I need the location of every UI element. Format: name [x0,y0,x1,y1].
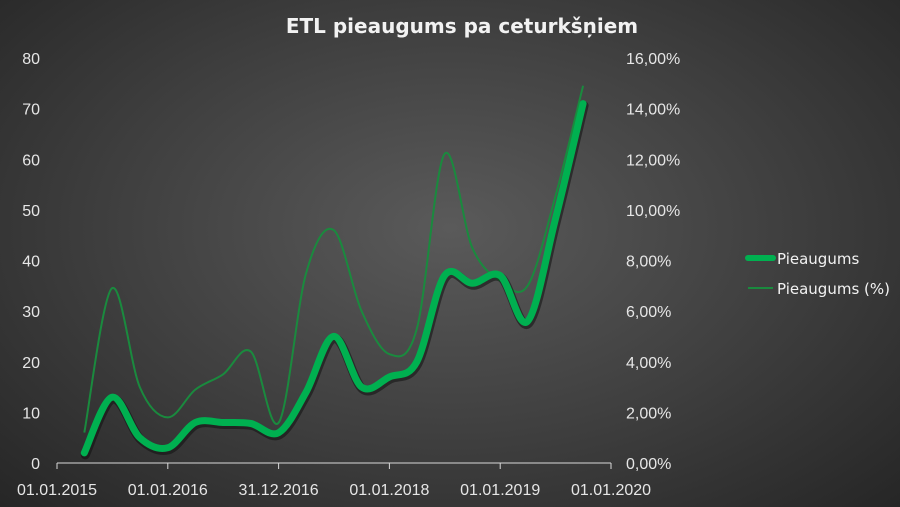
y-right-tick-label: 14,00% [626,102,680,119]
right-axis: 0,00% 2,00% 4,00% 6,00% 8,00% 10,00% 12,00% 14,… [626,51,680,473]
y-right-tick-label: 0,00% [626,456,671,473]
y-right-tick-label: 6,00% [626,304,671,321]
series-line-pieaugums [80,100,587,457]
chart-title: ETL pieaugums pa ceturkšņiem [286,14,638,38]
series-line-pieaugums-percent [83,85,585,433]
plot-area [80,85,589,460]
y-right-tick-label: 16,00% [626,51,680,68]
y-left-tick-label: 50 [22,203,40,220]
x-tick-label: 01.01.2016 [128,482,208,499]
y-right-tick-label: 2,00% [626,405,671,422]
x-tick-label: 31.12.2016 [239,482,319,499]
x-axis: 01.01.2015 01.01.2016 31.12.2016 01.01.2018… [17,462,651,499]
y-right-tick-label: 4,00% [626,355,671,372]
left-axis: 0 10 20 30 40 50 60 70 80 [22,51,40,473]
y-left-tick-label: 70 [22,102,40,119]
legend: Pieaugums Pieaugums (%) [745,250,890,298]
y-right-tick-label: 10,00% [626,203,680,220]
y-left-tick-label: 0 [31,456,40,473]
x-tick-label: 01.01.2018 [349,482,429,499]
legend-label-pieaugums-percent: Pieaugums (%) [777,280,890,298]
y-right-tick-label: 12,00% [626,152,680,169]
series-line-pieaugums-shadow [80,101,589,460]
y-left-tick-label: 80 [22,51,40,68]
y-left-tick-label: 60 [22,152,40,169]
y-left-tick-label: 20 [22,355,40,372]
y-left-tick-label: 40 [22,254,40,271]
y-left-tick-label: 30 [22,304,40,321]
legend-label-pieaugums: Pieaugums [777,250,859,268]
y-right-tick-label: 8,00% [626,254,671,271]
y-left-tick-label: 10 [22,405,40,422]
x-tick-label: 01.01.2020 [571,482,651,499]
x-tick-label: 01.01.2019 [460,482,540,499]
x-tick-label: 01.01.2015 [17,482,97,499]
